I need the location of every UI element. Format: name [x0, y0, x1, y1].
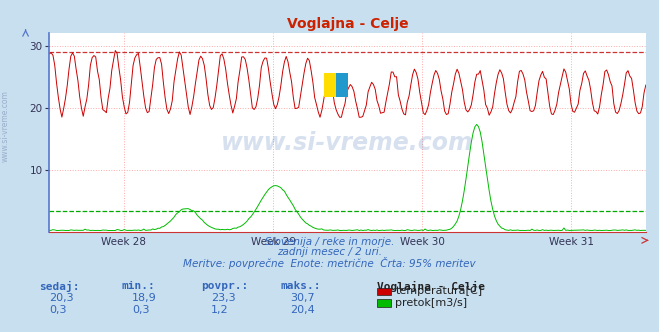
Text: sedaj:: sedaj:: [40, 281, 80, 291]
Text: zadnji mesec / 2 uri.: zadnji mesec / 2 uri.: [277, 247, 382, 257]
Text: www.si-vreme.com: www.si-vreme.com: [1, 90, 10, 162]
Text: 18,9: 18,9: [132, 293, 157, 303]
Text: pretok[m3/s]: pretok[m3/s]: [395, 298, 467, 308]
Text: povpr.:: povpr.:: [201, 281, 248, 290]
Text: 23,3: 23,3: [211, 293, 235, 303]
Text: min.:: min.:: [122, 281, 156, 290]
FancyBboxPatch shape: [335, 73, 348, 97]
Text: 30,7: 30,7: [290, 293, 314, 303]
Text: 20,3: 20,3: [49, 293, 74, 303]
Text: temperatura[C]: temperatura[C]: [395, 286, 482, 296]
Text: 1,2: 1,2: [211, 305, 229, 315]
FancyBboxPatch shape: [324, 73, 335, 97]
Text: 0,3: 0,3: [132, 305, 150, 315]
Text: 0,3: 0,3: [49, 305, 67, 315]
Text: www.si-vreme.com: www.si-vreme.com: [221, 131, 474, 155]
Text: Voglajna - Celje: Voglajna - Celje: [377, 281, 485, 291]
Text: maks.:: maks.:: [280, 281, 320, 290]
Title: Voglajna - Celje: Voglajna - Celje: [287, 17, 409, 31]
Text: Meritve: povprečne  Enote: metrične  Črta: 95% meritev: Meritve: povprečne Enote: metrične Črta:…: [183, 257, 476, 269]
Text: Slovenija / reke in morje.: Slovenija / reke in morje.: [265, 237, 394, 247]
Text: 20,4: 20,4: [290, 305, 315, 315]
